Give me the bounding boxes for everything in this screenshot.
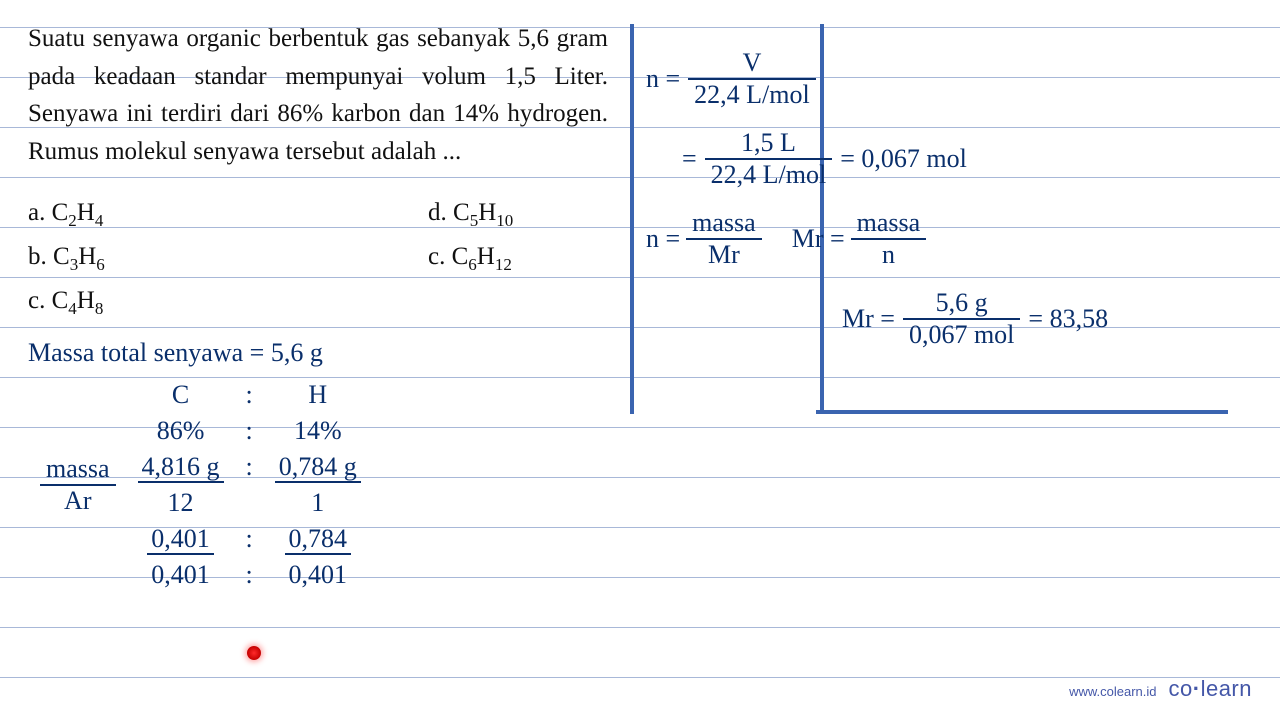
option-c1-label: c. (28, 287, 45, 314)
header-C: C (128, 378, 234, 412)
header-colon: : (236, 378, 263, 412)
option-d-label: d. (428, 199, 447, 226)
laser-pointer-icon (247, 646, 261, 660)
option-b-C: C (53, 243, 70, 270)
option-b-H: H (78, 243, 96, 270)
ar-H: 1 (265, 486, 371, 520)
option-d-C: C (453, 199, 470, 226)
option-c1-Csub: 4 (68, 299, 77, 318)
question-text: Suatu senyawa organic berbentuk gas seba… (28, 20, 608, 170)
eq3b-den: n (851, 238, 927, 270)
option-d-Hsub: 10 (496, 211, 513, 230)
eq-mr-value: Mr = 5,6 g 0,067 mol = 83,58 (842, 288, 1246, 350)
eq1-num: V (688, 48, 816, 78)
eq3a-num: massa (686, 208, 762, 238)
option-c1-H: H (77, 287, 95, 314)
eq4-result: = 83,58 (1028, 304, 1108, 334)
ratio2-row: 0,401 : 0,401 (30, 558, 371, 592)
eq1-den: 22,4 L/mol (688, 78, 816, 110)
eq4-den: 0,067 mol (903, 318, 1020, 350)
eq4-lhs: Mr = (842, 304, 895, 334)
worked-solution-right: n = V 22,4 L/mol = 1,5 L 22,4 L/mol = 0,… (646, 48, 1246, 368)
eq1-lhs: n = (646, 64, 680, 94)
option-b-Csub: 3 (70, 255, 79, 274)
option-c2-Csub: 6 (468, 255, 477, 274)
eq3b-lhs: Mr = (792, 224, 845, 254)
massa-row: massa Ar 4,816 g : 0,784 g (30, 450, 371, 484)
massa-label: massa (40, 454, 116, 484)
option-d-H: H (478, 199, 496, 226)
option-c1-Hsub: 8 (95, 299, 104, 318)
eq3b-num: massa (851, 208, 927, 238)
footer-brand: co·learn (1169, 676, 1253, 702)
percent-C: 86% (128, 414, 234, 448)
footer-url: www.colearn.id (1069, 684, 1156, 699)
option-c2-Hsub: 12 (495, 255, 512, 274)
option-a-H: H (77, 199, 95, 226)
option-a-C: C (52, 199, 69, 226)
option-b-Hsub: 6 (96, 255, 105, 274)
eq3a-lhs: n = (646, 224, 680, 254)
page-content: Suatu senyawa organic berbentuk gas seba… (0, 0, 1280, 720)
eq2-den: 22,4 L/mol (705, 158, 833, 190)
percent-row: 86% : 14% (30, 414, 371, 448)
ar-C: 12 (128, 486, 234, 520)
ratio2-C: 0,401 (128, 558, 234, 592)
option-d-Csub: 5 (470, 211, 479, 230)
eq-n-value: = 1,5 L 22,4 L/mol = 0,067 mol (682, 128, 1246, 190)
option-c2-H: H (477, 243, 495, 270)
eq2-result: = 0,067 mol (840, 144, 967, 174)
ratio-header-row: C : H (30, 378, 371, 412)
option-a-Hsub: 4 (95, 211, 104, 230)
massa-H: 0,784 g (275, 452, 361, 483)
horizontal-divider (816, 410, 1228, 414)
vertical-divider-left (630, 24, 634, 414)
ratio-table: C : H 86% : 14% massa Ar 4,816 g : (28, 376, 373, 594)
header-H: H (265, 378, 371, 412)
option-b-label: b. (28, 243, 47, 270)
footer: www.colearn.id co·learn (1069, 676, 1252, 702)
option-a-label: a. (28, 199, 45, 226)
ratio1-H: 0,784 (285, 524, 352, 555)
mass-total-line: Massa total senyawa = 5,6 g (28, 338, 373, 368)
eq2-lhs: = (682, 144, 697, 174)
eq2-num: 1,5 L (705, 128, 833, 158)
answer-options: a. C2H4 d. C5H10 b. C3H6 c. C6H12 c. C4H… (28, 192, 513, 324)
brand-co: co (1169, 676, 1193, 701)
ar-label: Ar (40, 484, 116, 516)
eq3a-den: Mr (686, 238, 762, 270)
eq-mass-mr: n = massa Mr Mr = massa n (646, 208, 1246, 270)
eq-n-formula: n = V 22,4 L/mol (646, 48, 1246, 110)
percent-H: 14% (265, 414, 371, 448)
brand-dot-icon: · (1193, 676, 1201, 701)
brand-learn: learn (1201, 676, 1252, 701)
ratio2-H: 0,401 (265, 558, 371, 592)
worked-solution-left: Massa total senyawa = 5,6 g C : H 86% : … (28, 338, 373, 594)
option-a-Csub: 2 (68, 211, 77, 230)
option-d: d. C5H10 (428, 192, 513, 236)
option-c2-label: c. (428, 243, 445, 270)
option-c2-C: C (452, 243, 469, 270)
ratio1-C: 0,401 (147, 524, 214, 555)
ratio1-row: 0,401 : 0,784 (30, 522, 371, 556)
option-c1-C: C (52, 287, 69, 314)
option-c1: c. C4H8 (28, 280, 428, 324)
option-b: b. C3H6 (28, 236, 428, 280)
option-a: a. C2H4 (28, 192, 428, 236)
massa-C: 4,816 g (138, 452, 224, 483)
option-c2: c. C6H12 (428, 236, 512, 280)
eq4-num: 5,6 g (903, 288, 1020, 318)
